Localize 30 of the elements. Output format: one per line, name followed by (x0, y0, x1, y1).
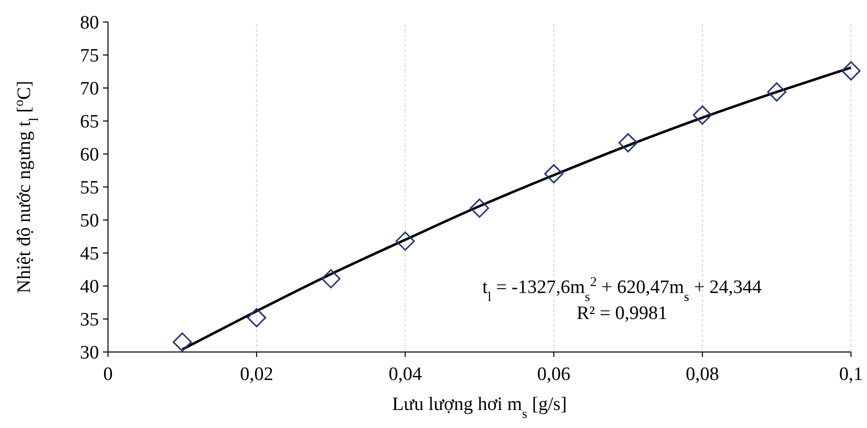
y-tick-label: 40 (80, 276, 99, 298)
x-tick-label: 0,06 (537, 364, 570, 385)
point (172, 332, 192, 352)
point (692, 105, 712, 125)
y-tick-label: 35 (80, 310, 99, 331)
annotation: t$_{l}$ = -1327,6m$_{s}$$^{2}$ + 620,47m$_{s}$ + 24,344 (482, 274, 762, 304)
point (246, 308, 266, 328)
y-tick-label: 45 (80, 244, 99, 265)
annotation: R² = 0,9981 (576, 303, 668, 324)
x-tick-label: 0,02 (240, 364, 274, 385)
y-tick-label: 70 (80, 78, 99, 100)
y-tick-label: 55 (80, 178, 99, 199)
point (321, 269, 341, 288)
point (618, 133, 638, 152)
point (841, 61, 861, 80)
y-tick-label: 50 (80, 210, 99, 232)
x-axis-title: Lưu lượng hơi m$_{s}$ [g/s] (392, 394, 567, 420)
x-tick-label: 0,04 (388, 364, 422, 385)
point (544, 164, 564, 184)
y-tick-label: 60 (80, 144, 99, 166)
y-tick-label: 75 (80, 46, 99, 67)
y-tick-label: 30 (80, 342, 99, 364)
x-tick-label: 0,1 (839, 364, 863, 385)
x-tick-label: 0 (103, 364, 113, 385)
point (396, 232, 415, 251)
y-tick-label: 65 (80, 112, 99, 133)
y-tick-label: 80 (80, 12, 99, 34)
x-tick-label: 0,08 (686, 364, 720, 385)
point (470, 198, 490, 218)
point (767, 82, 786, 102)
